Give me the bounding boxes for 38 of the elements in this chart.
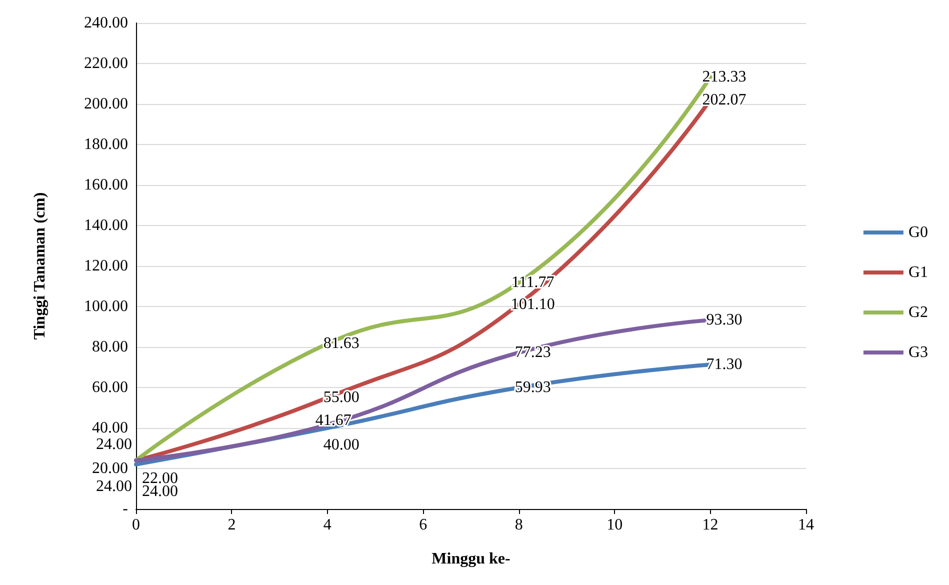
x-tick-label: 4 xyxy=(323,516,332,534)
x-tick-label: 0 xyxy=(132,516,140,534)
x-tick-label: 12 xyxy=(702,516,718,534)
legend-label: G0 xyxy=(908,224,928,241)
y-tick-label: 160.00 xyxy=(84,176,128,194)
data-label: 41.67 xyxy=(315,412,352,430)
data-label: 81.63 xyxy=(323,335,360,352)
y-tick-label: 240.00 xyxy=(84,14,128,32)
legend-label: G3 xyxy=(908,344,928,361)
x-tick-label: 14 xyxy=(798,516,814,534)
y-tick-label: 80.00 xyxy=(92,338,128,356)
data-label: 55.00 xyxy=(323,389,360,406)
data-label: 40.00 xyxy=(323,436,360,454)
x-tick-label: 8 xyxy=(514,516,523,534)
y-tick-label: 200.00 xyxy=(84,96,128,112)
x-tick-label: 10 xyxy=(606,516,623,534)
data-label: 202.07 xyxy=(702,91,746,108)
data-label: 24.00 xyxy=(96,436,132,453)
data-label: 213.33 xyxy=(702,68,746,86)
x-tick-label: 6 xyxy=(419,516,428,534)
y-tick-label: - xyxy=(122,500,128,518)
y-tick-label: 220.00 xyxy=(84,55,128,72)
y-tick-label: 100.00 xyxy=(84,298,128,315)
data-label: 93.30 xyxy=(706,312,742,329)
y-tick-label: 40.00 xyxy=(92,420,128,436)
y-axis-title: Tinggi Tanaman (cm) xyxy=(32,192,48,340)
legend-label: G2 xyxy=(908,304,928,321)
data-label: 71.30 xyxy=(706,356,742,374)
x-tick-label: 2 xyxy=(228,516,236,534)
data-label: 24.00 xyxy=(142,482,178,500)
y-tick-label: 180.00 xyxy=(84,136,128,153)
data-label: 24.00 xyxy=(96,478,132,495)
x-axis-title: Minggu ke- xyxy=(432,550,510,568)
y-tick-label: 60.00 xyxy=(92,379,128,396)
y-tick-label: 20.00 xyxy=(92,460,128,477)
legend-label: G1 xyxy=(908,264,928,281)
y-tick-label: 140.00 xyxy=(84,217,128,234)
y-tick-label: 120.00 xyxy=(84,258,128,274)
